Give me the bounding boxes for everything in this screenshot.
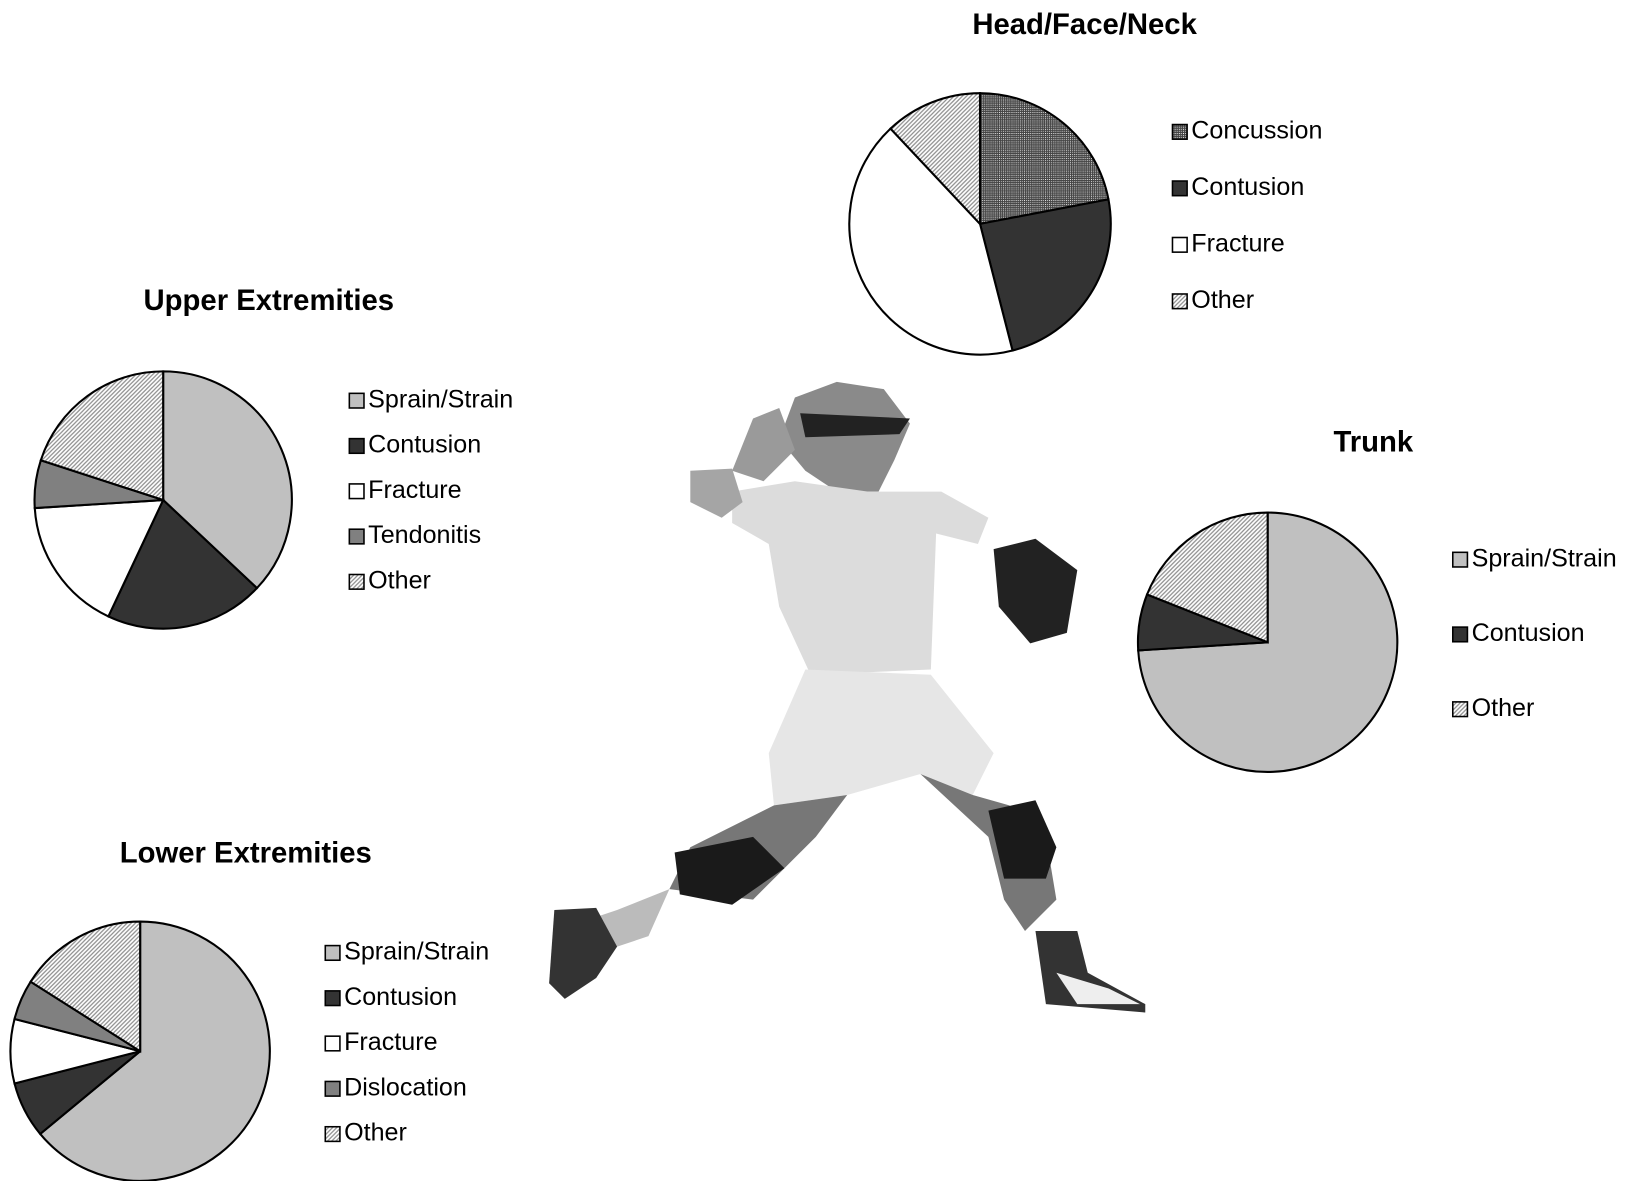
chart-title: Trunk [1333, 425, 1413, 458]
pie-slice [29, 920, 142, 1054]
legend-swatch [324, 944, 341, 962]
legend-label: Sprain/Strain [1472, 544, 1617, 572]
legend-swatch [1171, 123, 1188, 140]
legend-swatch [348, 573, 365, 590]
legend-label: Sprain/Strain [344, 938, 489, 966]
legend-label: Dislocation [344, 1073, 467, 1101]
chart-title: Lower Extremities [120, 836, 372, 869]
player-illustration [549, 381, 1146, 1013]
legend-swatch [1171, 236, 1188, 253]
pie-slice [38, 920, 271, 1181]
legend-swatch [1171, 180, 1188, 197]
pie-slice [978, 198, 1112, 352]
legend-label: Other [344, 1119, 407, 1147]
legend-swatch [348, 437, 365, 455]
legend-swatch [324, 990, 341, 1007]
legend-swatch [324, 1035, 341, 1052]
legend-label: Fracture [1191, 229, 1284, 257]
legend-swatch [1451, 701, 1469, 718]
legend-label: Contusion [344, 983, 457, 1011]
legend-swatch [324, 1080, 341, 1097]
pie-slice [1145, 511, 1269, 644]
pie-slice [33, 498, 165, 618]
chart-title: Upper Extremities [144, 284, 394, 317]
legend-swatch [1171, 293, 1188, 310]
legend-label: Other [368, 566, 431, 594]
legend-label: Concussion [1191, 116, 1322, 144]
legend-swatch [348, 392, 365, 409]
pie-slice [39, 370, 165, 502]
legend-label: Contusion [1472, 619, 1585, 647]
legend-label: Fracture [368, 476, 461, 504]
legend-swatch [348, 528, 365, 545]
legend-label: Sprain/Strain [368, 385, 513, 413]
legend-swatch [324, 1125, 341, 1143]
legend-label: Tendonitis [368, 521, 481, 549]
legend-label: Other [1191, 286, 1254, 314]
legend-label: Other [1472, 694, 1535, 722]
pie-slice [162, 370, 293, 590]
legend-label: Contusion [368, 431, 481, 459]
pie-slice [848, 127, 1014, 356]
pie-slice [106, 498, 259, 630]
legend-swatch [1451, 626, 1469, 643]
pie-slice [978, 92, 1110, 226]
pie-slice [889, 92, 982, 227]
legend-swatch [348, 483, 365, 500]
legend-label: Fracture [344, 1028, 437, 1056]
legend-swatch [1451, 551, 1469, 568]
legend-label: Contusion [1191, 173, 1304, 201]
chart-title: Head/Face/Neck [972, 8, 1197, 41]
